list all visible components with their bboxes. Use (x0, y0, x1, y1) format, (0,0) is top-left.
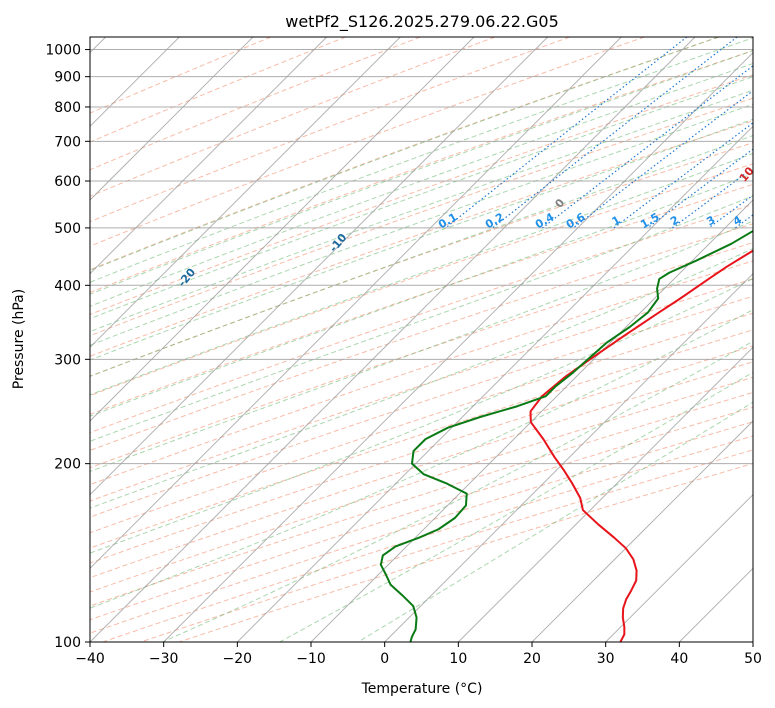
moist-adiabat-line (90, 134, 753, 377)
x-tick-label: −10 (296, 651, 326, 667)
dry-adiabat-line (90, 329, 753, 549)
isotherm-line (163, 51, 753, 642)
y-tick-label: 600 (54, 174, 81, 190)
mixing-ratio-line (542, 65, 753, 229)
isotherm-line (90, 37, 622, 570)
dry-adiabat-line (90, 361, 753, 579)
moist-adiabat-line (90, 76, 753, 320)
dry-adiabat-line (90, 312, 753, 534)
dry-adiabat-line (90, 37, 346, 143)
dry-adiabat-line (90, 295, 753, 518)
moist-adiabat-line (90, 195, 753, 442)
dewpoint-profile-line (379, 229, 753, 642)
mixing-ratio-line (572, 89, 753, 229)
isotherm-line (384, 272, 753, 642)
dry-adiabat-line (90, 97, 753, 337)
moist-adiabat-line (90, 220, 753, 472)
moist-adiabat-line (162, 340, 753, 642)
x-axis-label: Temperature (°C) (361, 681, 483, 697)
dry-adiabat-line (90, 50, 753, 294)
isotherm-line (90, 37, 549, 496)
plot-content: -100-90-80-70-60-50-40-30-20-100.10.20.4… (90, 37, 753, 642)
dry-adiabat-line (90, 163, 753, 397)
isotherm-line (531, 420, 753, 642)
isotherm-line (236, 125, 753, 642)
moist-adiabat-line (90, 37, 753, 283)
dry-adiabat-line (90, 242, 753, 469)
moist-adiabat-line (90, 118, 753, 361)
dry-adiabat-line (90, 37, 570, 223)
x-tick-label: 20 (523, 651, 541, 667)
moist-adiabat-line (90, 309, 753, 609)
y-tick-label: 700 (54, 134, 81, 150)
y-tick-label: 800 (54, 100, 81, 116)
moist-adiabat-line (90, 103, 753, 346)
isotherm-line (90, 37, 254, 201)
moist-adiabat-line (90, 248, 753, 509)
x-tick-label: 50 (744, 651, 762, 667)
x-tick-label: 30 (597, 651, 615, 667)
dry-adiabat-line (90, 142, 753, 377)
dry-adiabat-line (90, 203, 753, 434)
y-axis-label: Pressure (hPa) (11, 289, 27, 389)
plot-frame (89, 36, 754, 643)
chart-title: wetPf2_S126.2025.279.06.22.G05 (285, 12, 559, 32)
dry-adiabat-line (90, 223, 753, 451)
moist-adiabat-line (90, 62, 753, 307)
x-tick-label: 10 (449, 651, 467, 667)
isotherm-line (90, 37, 328, 275)
isotherm-line (90, 37, 401, 349)
x-tick-label: 0 (380, 651, 389, 667)
isotherm-line (90, 37, 475, 422)
y-tick-label: 100 (54, 635, 81, 651)
plot-area: -100-90-80-70-60-50-40-30-20-100.10.20.4… (90, 37, 753, 642)
dry-adiabat-line (90, 278, 753, 502)
mixing-ratio-line (492, 37, 738, 229)
dry-adiabat-line (90, 37, 720, 271)
mixing-ratio-line (672, 167, 753, 229)
x-tick-label: −40 (75, 651, 105, 667)
y-tick-label: 200 (54, 457, 81, 473)
x-tick-label: 40 (670, 651, 688, 667)
moist-adiabat-line (90, 152, 753, 396)
y-tick-label: 400 (54, 278, 81, 294)
isotherm-line (605, 493, 753, 642)
x-tick-label: −30 (149, 651, 179, 667)
dry-adiabat-line (90, 37, 421, 171)
dry-adiabat-line (90, 391, 753, 607)
dry-adiabat-line (90, 376, 753, 593)
y-tick-label: 500 (54, 221, 81, 237)
dry-adiabat-line (90, 345, 753, 564)
isotherm-line (90, 37, 696, 642)
y-tick-label: 300 (54, 352, 81, 368)
y-tick-label: 900 (54, 70, 81, 86)
isotherm-line (457, 346, 753, 642)
x-tick-label: −20 (223, 651, 253, 667)
axes: −40 −30 −20 −10 0 10 20 30 40 50 1000 900 800 700 600 5… (45, 36, 762, 667)
y-tick-label: 1000 (45, 43, 81, 59)
